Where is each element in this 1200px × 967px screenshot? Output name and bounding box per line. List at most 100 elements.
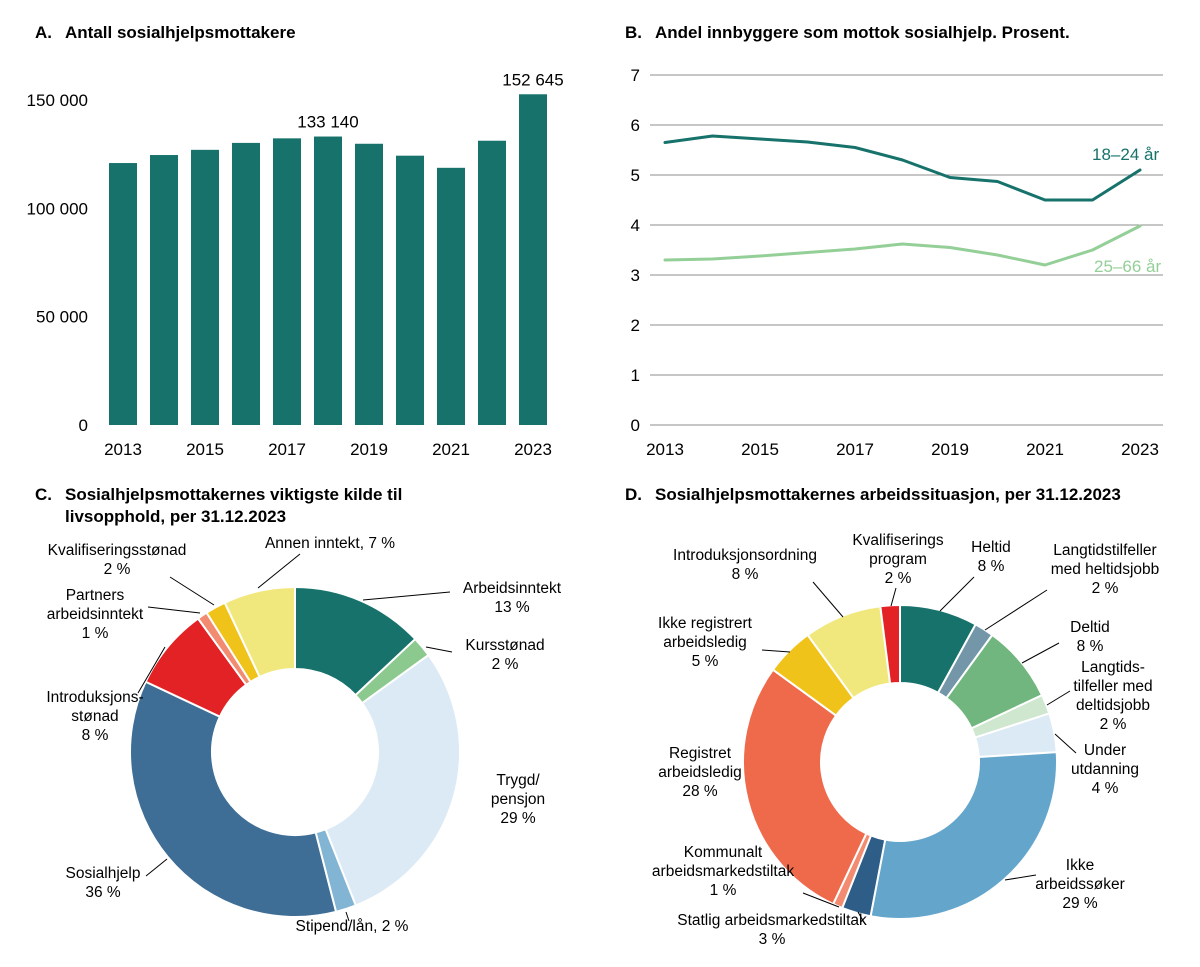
slice-label: deltidsjobb	[1076, 697, 1150, 714]
slice-label: Kommunalt	[684, 844, 763, 861]
donut-chart-arbeidssituasjon: Heltid 8 % Langtidstilfeller med heltidsjob…	[652, 532, 1160, 948]
panel-d: D. Sosialhjelpsmottakernes arbeidssituas…	[600, 480, 1200, 967]
slice-label: 8 %	[732, 566, 759, 583]
panel-c-title-line1: Sosialhjelpsmottakernes viktigste kilde …	[65, 485, 403, 504]
panel-b: B. Andel innbyggere som mottok sosialhje…	[600, 0, 1200, 480]
x-axis-tick-label: 2015	[741, 440, 779, 459]
y-axis-tick-label: 6	[631, 116, 640, 135]
y-axis-tick-label: 7	[631, 66, 640, 85]
slice-label: pensjon	[491, 791, 545, 808]
slice-label: Langtidstilfeller	[1053, 542, 1156, 559]
x-axis-tick-label: 2019	[931, 440, 969, 459]
series-label: 25–66 år	[1094, 257, 1161, 276]
panel-b-title-text: Andel innbyggere som mottok sosialhjelp.…	[655, 23, 1070, 42]
x-axis-tick-label: 2019	[350, 440, 388, 459]
slice-label: arbeidsinntekt	[47, 606, 144, 623]
bar-2019	[355, 143, 383, 425]
slice-label: 29 %	[500, 810, 536, 827]
bar-chart-antall-sosialhjelpsmottakere: 0 50 000 100 000 150 000 133 140 152 645 2013 2…	[27, 70, 564, 459]
slice-label: 2 %	[104, 561, 131, 578]
slice-label: 5 %	[692, 653, 719, 670]
slice-label: Langtids-	[1081, 659, 1145, 676]
leader-line	[169, 576, 215, 606]
slice-label: 36 %	[85, 884, 121, 901]
slice-label: Ikke registrert	[658, 615, 753, 632]
y-axis-tick-label: 3	[631, 266, 640, 285]
bar-2013	[109, 163, 137, 426]
bar-2014	[150, 155, 178, 426]
panel-b-letter: B.	[625, 23, 642, 42]
x-axis-tick-label: 2017	[836, 440, 874, 459]
bar-2016	[232, 142, 260, 425]
leader-line	[257, 553, 301, 589]
leader-line	[857, 911, 866, 925]
y-axis-tick-label: 2	[631, 316, 640, 335]
line-series-1	[663, 224, 1142, 267]
slice-label: Statlig arbeidsmarkedstiltak	[677, 912, 867, 929]
x-axis-tick-label: 2023	[514, 440, 552, 459]
leader-line	[890, 587, 897, 607]
slice-label: arbeidssøker	[1035, 876, 1125, 893]
slice-label: Kvalifiserings	[852, 532, 944, 549]
slice-label: Partners	[66, 587, 125, 604]
slice-label: Under	[1084, 742, 1126, 759]
y-axis-tick-label: 50 000	[36, 308, 88, 327]
panel-c-title: C. Sosialhjelpsmottakernes viktigste kil…	[35, 484, 402, 528]
line-series-0	[663, 134, 1142, 202]
panel-c: C. Sosialhjelpsmottakernes viktigste kil…	[0, 480, 600, 967]
y-axis-tick-label: 0	[631, 416, 640, 435]
y-axis-tick-label: 1	[631, 366, 640, 385]
slice-label: med heltidsjobb	[1051, 561, 1160, 578]
slice-label: Deltid	[1070, 619, 1110, 636]
x-axis-tick-label: 2017	[268, 440, 306, 459]
y-axis-tick-label: 0	[79, 416, 88, 435]
x-axis-tick-label: 2013	[646, 440, 684, 459]
slice-label: Kvalifiseringsstønad	[48, 542, 187, 559]
slice-label: Annen inntekt, 7 %	[265, 535, 395, 552]
leader-line	[1004, 874, 1037, 881]
panel-c-title-text: Sosialhjelpsmottakernes viktigste kilde …	[65, 484, 402, 528]
slice-label: 1 %	[710, 882, 737, 899]
slice-label: 28 %	[682, 783, 718, 800]
slice-label: Arbeidsinntekt	[463, 580, 562, 597]
slice-label: 3 %	[759, 931, 786, 948]
panel-d-title: D. Sosialhjelpsmottakernes arbeidssituas…	[625, 484, 1121, 506]
bar-value-label: 152 645	[502, 70, 563, 89]
bar-2017	[273, 138, 301, 425]
panel-c-letter: C.	[35, 485, 52, 504]
leader-line	[761, 649, 791, 653]
slice-label: 2 %	[492, 656, 519, 673]
slice-11-kvalifiseringsprogram	[879, 603, 901, 685]
panel-a: A. Antall sosialhjelpsmottakere 0 50 000 1…	[0, 0, 600, 480]
x-axis-tick-label: 2021	[432, 440, 470, 459]
leader-line	[939, 576, 975, 612]
panel-c-title-line2: livsopphold, per 31.12.2023	[65, 507, 287, 526]
slice-label: 13 %	[494, 599, 530, 616]
slice-label: 4 %	[1092, 780, 1119, 797]
x-axis-tick-label: 2021	[1026, 440, 1064, 459]
slice-label: Kursstønad	[465, 637, 544, 654]
bar-2022	[478, 140, 506, 425]
slice-label: Ikke	[1066, 857, 1094, 874]
slice-label: Heltid	[971, 539, 1011, 556]
slice-label: Stipend/lån, 2 %	[296, 918, 409, 935]
y-axis-tick-label: 5	[631, 166, 640, 185]
slice-label: Introduksjons-	[46, 689, 143, 706]
panel-a-letter: A.	[35, 23, 52, 42]
slice-label: 1 %	[82, 625, 109, 642]
y-axis-tick-label: 100 000	[27, 199, 88, 218]
leader-line	[145, 858, 168, 877]
leader-line	[345, 911, 350, 922]
slice-label: Introduksjonsordning	[673, 547, 817, 564]
leader-line	[425, 646, 453, 653]
slice-label: stønad	[71, 708, 118, 725]
slice-label: program	[869, 551, 927, 568]
line-chart-andel-innbyggere: 0 1 2 3 4 5 6 7 2013 2015 2017 2019 2021 2023 18–24 år…	[631, 66, 1163, 459]
slice-label: 2 %	[1092, 580, 1119, 597]
bar-value-label: 133 140	[297, 113, 358, 132]
panel-d-letter: D.	[625, 485, 642, 504]
bar-2021	[437, 167, 465, 426]
y-axis-tick-label: 150 000	[27, 91, 88, 110]
panel-d-title-text: Sosialhjelpsmottakernes arbeidssituasjon…	[655, 485, 1121, 504]
